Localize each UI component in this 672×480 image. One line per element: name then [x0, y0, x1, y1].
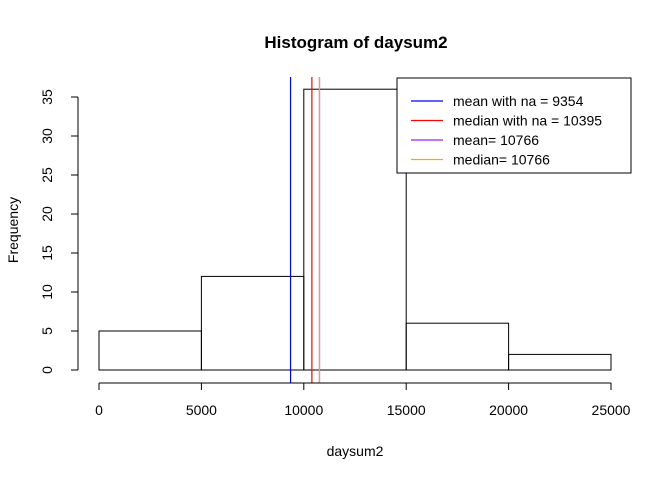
- x-tick-label: 5000: [186, 402, 217, 418]
- y-tick-label: 15: [39, 245, 55, 261]
- y-tick-label: 0: [39, 366, 55, 374]
- y-tick-label: 30: [39, 128, 55, 144]
- y-tick-label: 35: [39, 89, 55, 105]
- histogram-bar-3: [303, 88, 407, 371]
- legend-label: mean= 10766: [453, 132, 539, 148]
- histogram-bar-4: [405, 322, 510, 371]
- legend-box: [396, 77, 632, 174]
- y-tick-label: 10: [39, 284, 55, 300]
- y-axis: 0 5 10 15 20 25 30 35: [39, 89, 79, 374]
- legend: mean with na = 9354 median with na = 1039…: [396, 77, 632, 174]
- y-tick-label: 20: [39, 206, 55, 222]
- chart-title: Histogram of daysum2: [264, 33, 447, 52]
- x-tick-label: 0: [95, 402, 103, 418]
- legend-label: median= 10766: [453, 152, 550, 168]
- reference-lines-group: [289, 77, 321, 383]
- x-tick-label: 10000: [284, 402, 323, 418]
- x-tick-label: 25000: [592, 402, 631, 418]
- y-tick-label: 5: [39, 327, 55, 335]
- histogram-bar-5: [508, 353, 612, 371]
- x-tick-label: 20000: [489, 402, 528, 418]
- x-tick-label: 15000: [387, 402, 426, 418]
- y-axis-label: Frequency: [5, 197, 21, 263]
- histogram-bar-1: [98, 330, 202, 371]
- bars-group: [98, 88, 612, 371]
- histogram-bar-2: [200, 275, 305, 371]
- x-axis: 0 5000 10000 15000 20000 25000: [95, 382, 631, 418]
- x-axis-label: daysum2: [327, 443, 384, 459]
- legend-label: mean with na = 9354: [453, 93, 584, 109]
- legend-label: median with na = 10395: [453, 113, 602, 129]
- y-tick-label: 25: [39, 167, 55, 183]
